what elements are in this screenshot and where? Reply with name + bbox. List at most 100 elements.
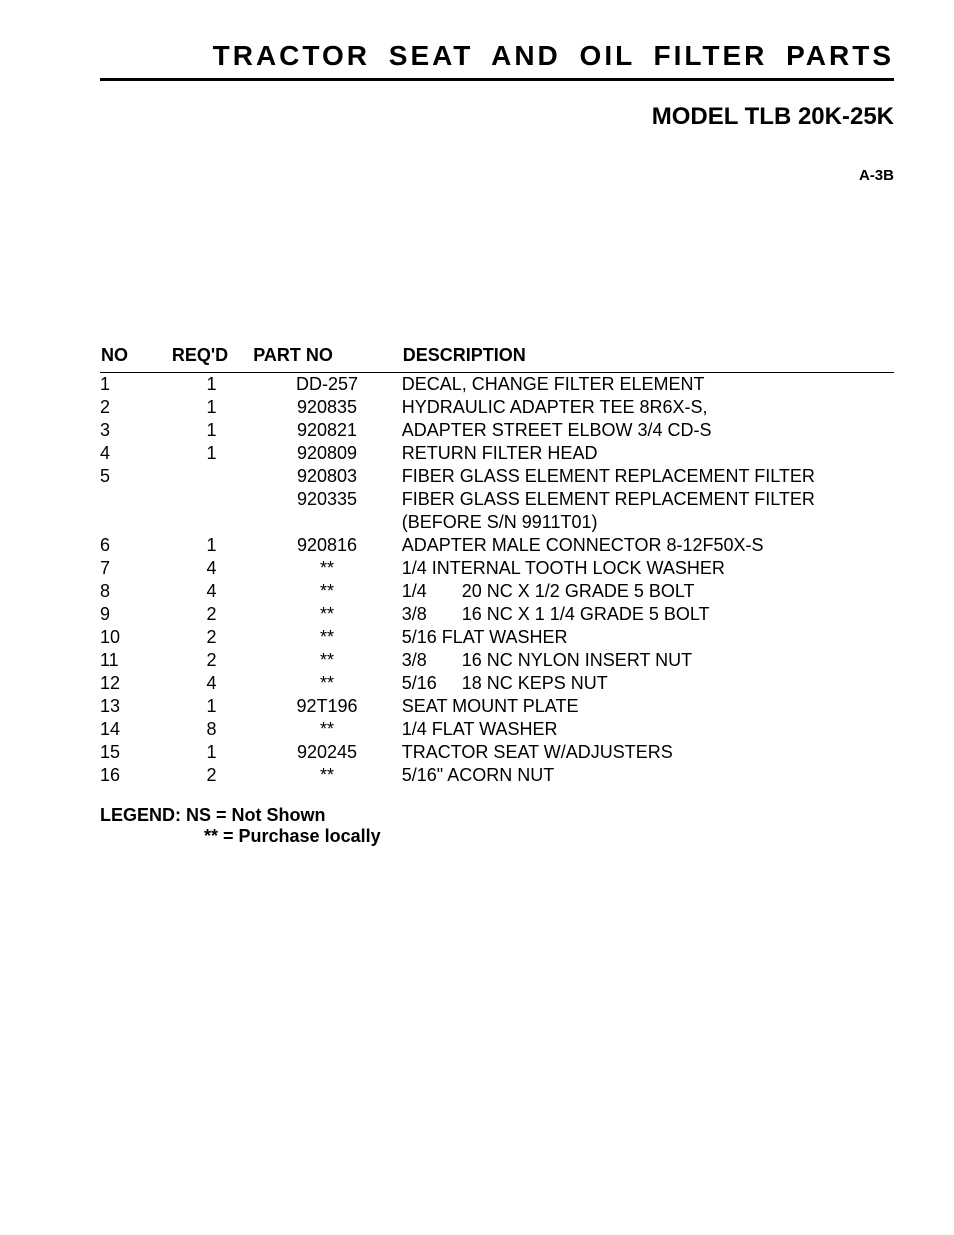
col-header-reqd: REQ'D xyxy=(171,344,252,373)
cell-no: 9 xyxy=(100,603,171,626)
cell-partno: ** xyxy=(252,649,402,672)
cell-description: 5/16 FLAT WASHER xyxy=(402,626,894,649)
table-row: 124**5/1618 NC KEPS NUT xyxy=(100,672,894,695)
table-row: 84**1/420 NC X 1/2 GRADE 5 BOLT xyxy=(100,580,894,603)
cell-description: DECAL, CHANGE FILTER ELEMENT xyxy=(402,373,894,397)
cell-reqd: 1 xyxy=(171,695,252,718)
table-row: 92**3/816 NC X 1 1/4 GRADE 5 BOLT xyxy=(100,603,894,626)
cell-no: 11 xyxy=(100,649,171,672)
cell-description: 1/420 NC X 1/2 GRADE 5 BOLT xyxy=(402,580,894,603)
cell-description: SEAT MOUNT PLATE xyxy=(402,695,894,718)
model-heading: MODEL TLB 20K-25K xyxy=(100,103,894,131)
table-row: 112**3/816 NC NYLON INSERT NUT xyxy=(100,649,894,672)
cell-reqd: 4 xyxy=(171,672,252,695)
cell-description: 1/4 FLAT WASHER xyxy=(402,718,894,741)
table-row: 920335FIBER GLASS ELEMENT REPLACEMENT FI… xyxy=(100,488,894,511)
cell-description: FIBER GLASS ELEMENT REPLACEMENT FILTER xyxy=(402,488,894,511)
cell-partno: ** xyxy=(252,718,402,741)
cell-partno: 92T196 xyxy=(252,695,402,718)
cell-reqd: 1 xyxy=(171,373,252,397)
table-row: 5920803FIBER GLASS ELEMENT REPLACEMENT F… xyxy=(100,465,894,488)
parts-table-wrap: NO REQ'D PART NO DESCRIPTION 11DD-257DEC… xyxy=(100,344,894,787)
desc-spec: 18 NC KEPS NUT xyxy=(462,673,608,694)
table-row: 102**5/16 FLAT WASHER xyxy=(100,626,894,649)
cell-no xyxy=(100,488,171,511)
cell-no: 5 xyxy=(100,465,171,488)
cell-reqd: 2 xyxy=(171,764,252,787)
cell-no: 2 xyxy=(100,396,171,419)
cell-partno: ** xyxy=(252,580,402,603)
cell-no: 15 xyxy=(100,741,171,764)
legend: LEGEND: NS = Not Shown ** = Purchase loc… xyxy=(100,805,894,847)
cell-description: ADAPTER MALE CONNECTOR 8-12F50X-S xyxy=(402,534,894,557)
cell-partno: 920245 xyxy=(252,741,402,764)
cell-reqd xyxy=(171,488,252,511)
cell-partno: ** xyxy=(252,672,402,695)
cell-no: 10 xyxy=(100,626,171,649)
cell-partno: 920816 xyxy=(252,534,402,557)
col-header-description: DESCRIPTION xyxy=(402,344,894,373)
cell-no xyxy=(100,511,171,534)
cell-reqd: 2 xyxy=(171,626,252,649)
cell-no: 14 xyxy=(100,718,171,741)
cell-reqd: 4 xyxy=(171,557,252,580)
page-code: A-3B xyxy=(100,167,894,184)
cell-partno: DD-257 xyxy=(252,373,402,397)
cell-no: 7 xyxy=(100,557,171,580)
cell-no: 6 xyxy=(100,534,171,557)
page: TRACTOR SEAT AND OIL FILTER PARTS MODEL … xyxy=(0,0,954,887)
col-header-no: NO xyxy=(100,344,171,373)
cell-reqd xyxy=(171,465,252,488)
cell-description: ADAPTER STREET ELBOW 3/4 CD-S xyxy=(402,419,894,442)
cell-partno xyxy=(252,511,402,534)
cell-reqd: 1 xyxy=(171,442,252,465)
table-row: 41920809RETURN FILTER HEAD xyxy=(100,442,894,465)
cell-no: 4 xyxy=(100,442,171,465)
table-row: 61920816ADAPTER MALE CONNECTOR 8-12F50X-… xyxy=(100,534,894,557)
parts-table: NO REQ'D PART NO DESCRIPTION 11DD-257DEC… xyxy=(100,344,894,787)
cell-partno: 920335 xyxy=(252,488,402,511)
cell-partno: ** xyxy=(252,626,402,649)
cell-reqd: 1 xyxy=(171,396,252,419)
cell-no: 16 xyxy=(100,764,171,787)
cell-description: TRACTOR SEAT W/ADJUSTERS xyxy=(402,741,894,764)
table-row: 151920245TRACTOR SEAT W/ADJUSTERS xyxy=(100,741,894,764)
desc-spec: 20 NC X 1/2 GRADE 5 BOLT xyxy=(462,581,695,602)
cell-reqd: 1 xyxy=(171,534,252,557)
table-row: (BEFORE S/N 9911T01) xyxy=(100,511,894,534)
cell-no: 12 xyxy=(100,672,171,695)
table-header-row: NO REQ'D PART NO DESCRIPTION xyxy=(100,344,894,373)
table-row: 13192T196SEAT MOUNT PLATE xyxy=(100,695,894,718)
desc-spec: 16 NC X 1 1/4 GRADE 5 BOLT xyxy=(462,604,710,625)
cell-description: FIBER GLASS ELEMENT REPLACEMENT FILTER xyxy=(402,465,894,488)
desc-size: 3/8 xyxy=(402,650,462,671)
cell-description: 5/1618 NC KEPS NUT xyxy=(402,672,894,695)
cell-description: (BEFORE S/N 9911T01) xyxy=(402,511,894,534)
cell-no: 3 xyxy=(100,419,171,442)
cell-reqd: 4 xyxy=(171,580,252,603)
cell-no: 1 xyxy=(100,373,171,397)
table-row: 74**1/4 INTERNAL TOOTH LOCK WASHER xyxy=(100,557,894,580)
desc-size: 1/4 xyxy=(402,581,462,602)
table-row: 162**5/16" ACORN NUT xyxy=(100,764,894,787)
cell-partno: 920835 xyxy=(252,396,402,419)
cell-description: HYDRAULIC ADAPTER TEE 8R6X-S, xyxy=(402,396,894,419)
cell-partno: ** xyxy=(252,603,402,626)
table-row: 11DD-257DECAL, CHANGE FILTER ELEMENT xyxy=(100,373,894,397)
cell-no: 13 xyxy=(100,695,171,718)
cell-reqd: 2 xyxy=(171,603,252,626)
page-title: TRACTOR SEAT AND OIL FILTER PARTS xyxy=(100,40,894,81)
cell-reqd: 1 xyxy=(171,741,252,764)
cell-partno: ** xyxy=(252,764,402,787)
cell-partno: 920821 xyxy=(252,419,402,442)
cell-description: 1/4 INTERNAL TOOTH LOCK WASHER xyxy=(402,557,894,580)
cell-reqd xyxy=(171,511,252,534)
cell-description: RETURN FILTER HEAD xyxy=(402,442,894,465)
desc-spec: 16 NC NYLON INSERT NUT xyxy=(462,650,692,671)
cell-no: 8 xyxy=(100,580,171,603)
col-header-partno: PART NO xyxy=(252,344,402,373)
cell-description: 3/816 NC X 1 1/4 GRADE 5 BOLT xyxy=(402,603,894,626)
cell-description: 3/816 NC NYLON INSERT NUT xyxy=(402,649,894,672)
table-row: 21920835HYDRAULIC ADAPTER TEE 8R6X-S, xyxy=(100,396,894,419)
cell-partno: ** xyxy=(252,557,402,580)
